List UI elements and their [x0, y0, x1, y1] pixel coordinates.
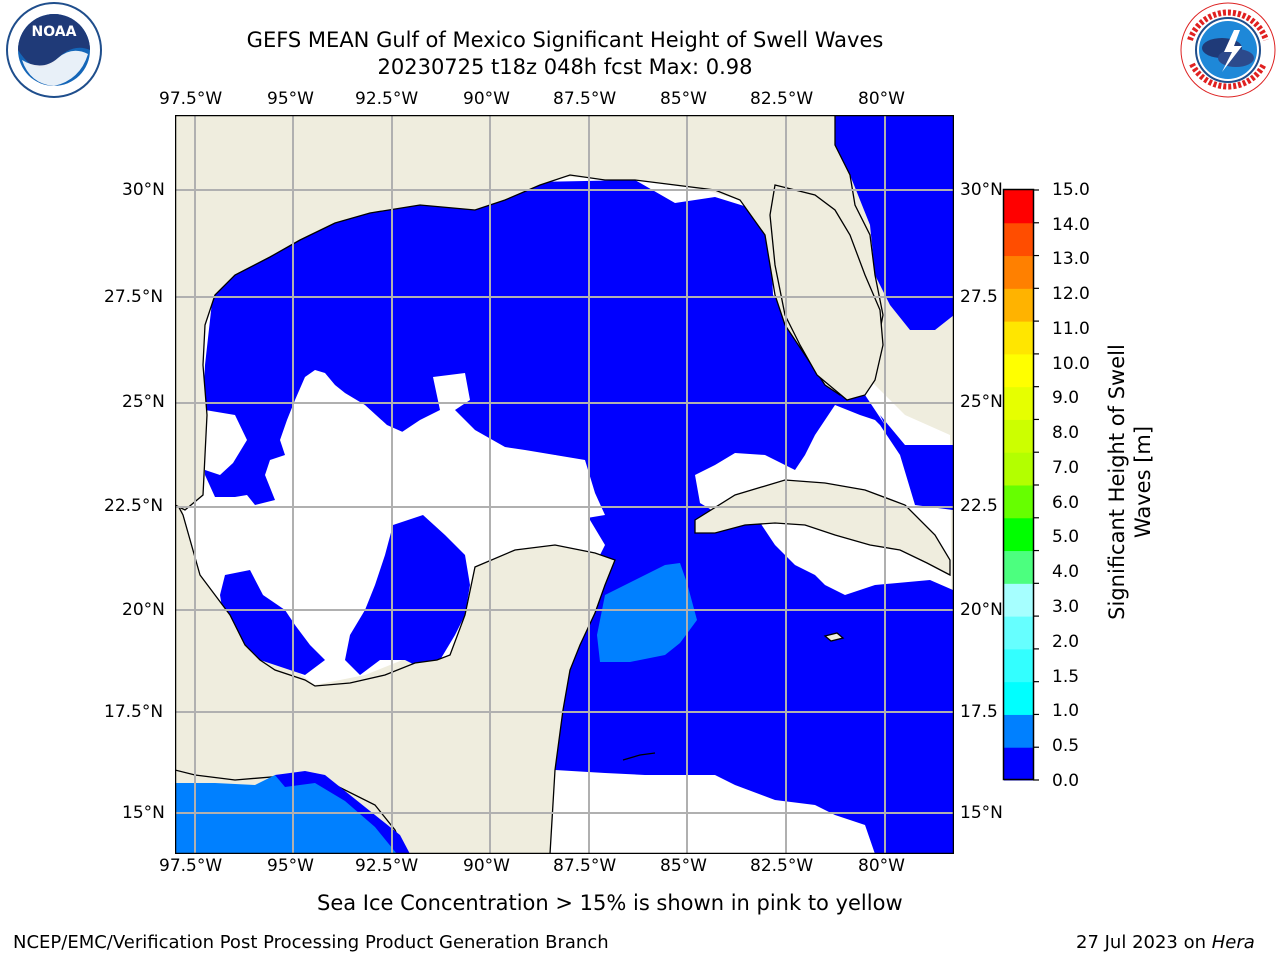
colorbar-tick-label: 7.0	[1052, 458, 1080, 478]
colorbar-swatch	[1004, 190, 1033, 224]
colorbar-ticks	[1033, 189, 1039, 781]
colorbar-swatch	[1004, 648, 1033, 683]
lon-label: 82.5°W	[750, 89, 814, 109]
lon-label: 85°W	[660, 89, 707, 109]
map-title-line2: 20230725 t18z 048h fcst Max: 0.98	[377, 55, 753, 79]
lon-label: 80°W	[858, 856, 905, 876]
lon-label: 97.5°W	[159, 856, 223, 876]
colorbar-tick-label: 14.0	[1052, 215, 1090, 235]
lon-label: 87.5°W	[553, 89, 617, 109]
colorbar-swatch	[1004, 616, 1033, 650]
pacific-ocean-region	[275, 771, 410, 854]
lon-label: 87.5°W	[553, 856, 617, 876]
colorbar-tick-label: 1.5	[1052, 667, 1080, 687]
map-frame	[175, 115, 954, 854]
noaa-logo-text: NOAA	[32, 24, 77, 40]
lon-label: 80°W	[858, 89, 905, 109]
lon-label: 90°W	[463, 856, 510, 876]
map-title-line1: GEFS MEAN Gulf of Mexico Significant Hei…	[246, 28, 884, 52]
lat-label: 27.5	[960, 287, 998, 307]
colorbar-swatch	[1004, 222, 1033, 257]
colorbar-swatch	[1004, 255, 1033, 289]
footer-host: Hera	[1211, 932, 1255, 953]
colorbar-swatch	[1004, 747, 1033, 781]
colorbar-tick-label: 8.0	[1052, 423, 1080, 443]
land-us-coast	[175, 115, 884, 511]
lon-label: 82.5°W	[750, 856, 814, 876]
colorbar-swatch	[1004, 452, 1033, 486]
land-cuba	[694, 479, 951, 577]
colorbar-tick-label: 5.0	[1052, 527, 1080, 547]
colorbar-label-line2: Waves [m]	[1131, 425, 1155, 539]
land-bay-islands	[622, 752, 656, 761]
lon-label: 95°W	[267, 856, 314, 876]
colorbar-tick-label: 9.0	[1052, 388, 1080, 408]
colorbar-swatch	[1004, 419, 1033, 453]
lat-label: 25°N	[960, 392, 1003, 412]
colorbar-swatch	[1004, 386, 1033, 420]
lat-label: 22.5°N	[104, 496, 164, 516]
swell-0-0.5-region	[203, 180, 953, 854]
colorbar-tick-label: 3.0	[1052, 597, 1080, 617]
lon-label: 92.5°W	[355, 856, 419, 876]
colorbar-tick-label: 4.0	[1052, 562, 1080, 582]
colorbar-tick-label: 11.0	[1052, 319, 1090, 339]
map-panel	[175, 115, 954, 854]
colorbar-swatch	[1004, 353, 1033, 388]
lat-label: 15°N	[122, 803, 165, 823]
swell-0.5-1.0-region	[597, 563, 697, 662]
lon-label: 90°W	[463, 89, 510, 109]
colorbar-tick-label: 0.0	[1052, 771, 1080, 791]
colorbar-tick-label: 15.0	[1052, 180, 1090, 200]
lat-label: 17.5°N	[104, 702, 164, 722]
colorbar-swatch	[1004, 517, 1033, 552]
colorbar-swatches	[1004, 190, 1033, 781]
colorbar-tick-label: 12.0	[1052, 284, 1090, 304]
lat-label: 15°N	[960, 803, 1003, 823]
ocean-nodata-region	[345, 373, 605, 520]
footer-date-text: 27 Jul 2023 on	[1076, 932, 1212, 953]
colorbar-tick-label: 1.0	[1052, 701, 1080, 721]
colorbar-tick-label: 10.0	[1052, 354, 1090, 374]
lon-label: 97.5°W	[159, 89, 223, 109]
lat-label: 22.5	[960, 496, 998, 516]
nws-logo	[1180, 2, 1276, 98]
lat-label: 27.5°N	[104, 287, 164, 307]
swell-0-0.5-region	[345, 515, 470, 675]
colorbar-tick-label: 6.0	[1052, 493, 1080, 513]
colorbar-swatch	[1004, 288, 1033, 322]
land-florida	[769, 184, 884, 401]
colorbar-swatch	[1004, 550, 1033, 584]
noaa-logo: NOAA	[6, 2, 102, 98]
colorbar-tick-label: 2.0	[1052, 632, 1080, 652]
footer-date: 27 Jul 2023 on Hera	[1076, 932, 1255, 953]
swell-0-0.5-region	[835, 115, 954, 330]
land-jamaica	[823, 632, 845, 642]
colorbar-label-line1: Significant Height of Swell	[1105, 344, 1129, 620]
lat-label: 30°N	[960, 180, 1003, 200]
footer-branch: NCEP/EMC/Verification Post Processing Pr…	[13, 932, 609, 953]
colorbar-swatch	[1004, 583, 1033, 617]
lon-label: 92.5°W	[355, 89, 419, 109]
colorbar-swatch	[1004, 681, 1033, 715]
lon-label: 95°W	[267, 89, 314, 109]
ocean-nodata-region	[205, 410, 247, 475]
lat-label: 30°N	[122, 180, 165, 200]
lon-label: 85°W	[660, 856, 707, 876]
colorbar-tick-label: 13.0	[1052, 249, 1090, 269]
colorbar-swatch	[1004, 714, 1033, 748]
map-gridlines	[175, 115, 954, 854]
colorbar-tick-label: 0.5	[1052, 736, 1080, 756]
lat-label: 17.5	[960, 702, 998, 722]
sea-ice-caption: Sea Ice Concentration > 15% is shown in …	[317, 891, 903, 915]
colorbar	[1002, 188, 1039, 781]
lat-label: 25°N	[122, 392, 165, 412]
colorbar-swatch	[1004, 321, 1033, 355]
lat-label: 20°N	[960, 600, 1003, 620]
colorbar-swatch	[1004, 485, 1033, 519]
lat-label: 20°N	[122, 600, 165, 620]
